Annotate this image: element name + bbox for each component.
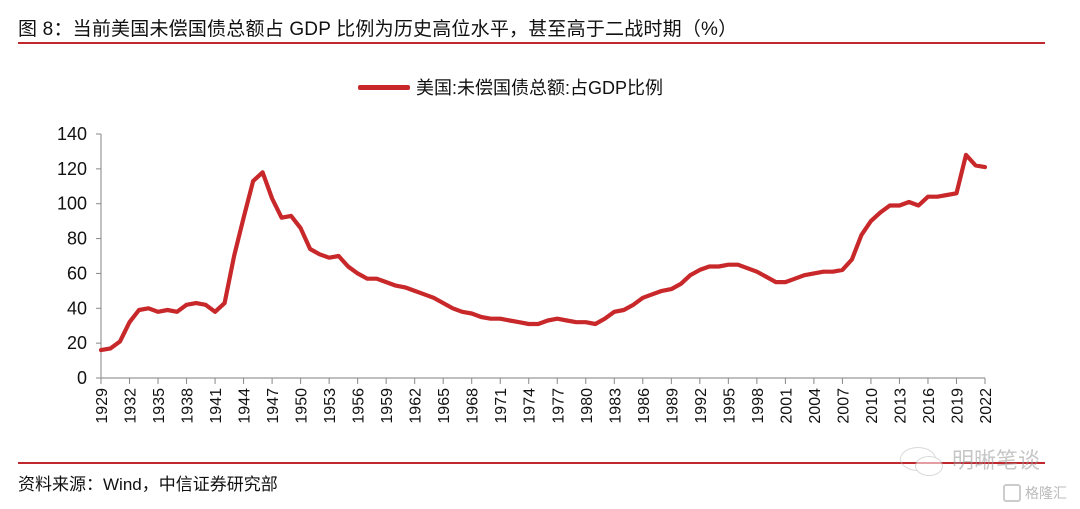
x-tick-label: 2016 [921,388,938,424]
y-tick-label: 40 [67,298,87,318]
x-tick-label: 1947 [265,388,282,424]
y-tick-label: 0 [77,368,87,388]
y-tick-label: 20 [67,333,87,353]
legend-swatch-line [358,84,410,90]
y-tick-label: 60 [67,263,87,283]
watermark: 明晰笔谈 [900,443,1041,476]
y-tick-label: 120 [57,159,87,179]
series-line-0 [98,152,988,353]
x-tick-label: 2001 [778,388,795,424]
x-tick-label: 1941 [208,388,225,424]
x-tick-label: 1935 [151,388,168,424]
watermark-text: 明晰笔谈 [952,448,1041,473]
x-tick-label: 2010 [864,388,881,424]
watermark-secondary-text: 格隆汇 [1025,485,1067,501]
x-tick-label: 2022 [978,388,995,424]
x-tick-label: 1929 [94,388,111,424]
x-tick-label: 1998 [750,388,767,424]
y-tick-label: 140 [57,124,87,144]
y-axis: 0 20 40 60 80 100 120 140 [57,124,102,388]
legend-label: 美国:未偿国债总额:占GDP比例 [416,78,664,98]
x-tick-label: 1956 [351,388,368,424]
x-tick-label: 1974 [522,388,539,424]
x-tick-label: 1995 [721,388,738,424]
x-axis: 1929 1932 1935 1938 1941 1944 1947 1950 1953 1956… [94,377,995,424]
x-tick-label: 1959 [379,388,396,424]
x-tick-label: 2007 [835,388,852,424]
y-tick-label: 80 [67,229,87,249]
x-tick-label: 2013 [892,388,909,424]
x-tick-label: 1977 [550,388,567,424]
x-tick-label: 1950 [294,388,311,424]
x-tick-label: 1962 [408,388,425,424]
y-tick-label: 100 [57,194,87,214]
x-tick-label: 1989 [664,388,681,424]
x-tick-label: 1938 [180,388,197,424]
source-note: 资料来源：Wind，中信证券研究部 [18,475,278,494]
x-tick-label: 1986 [636,388,653,424]
figure-title: 图 8：当前美国未偿国债总额占 GDP 比例为历史高位水平，甚至高于二战时期（%… [18,19,738,40]
wechat-icon [900,447,943,476]
series-layer [98,152,988,353]
x-tick-label: 1953 [322,388,339,424]
x-tick-label: 1971 [493,388,510,424]
x-tick-label: 1980 [579,388,596,424]
footer-divider [18,462,1045,464]
watermark-secondary: 格隆汇 [1003,483,1067,503]
x-tick-label: 2019 [949,388,966,424]
x-tick-label: 1944 [237,388,254,424]
x-tick-label: 1968 [465,388,482,424]
x-tick-label: 1992 [693,388,710,424]
title-divider [18,42,1045,44]
gelonghui-logo-icon [1003,484,1021,502]
x-tick-label: 2004 [807,388,824,424]
x-tick-label: 1932 [123,388,140,424]
chart-legend: 美国:未偿国债总额:占GDP比例 [358,74,663,100]
x-tick-label: 1983 [607,388,624,424]
x-tick-label: 1965 [436,388,453,424]
